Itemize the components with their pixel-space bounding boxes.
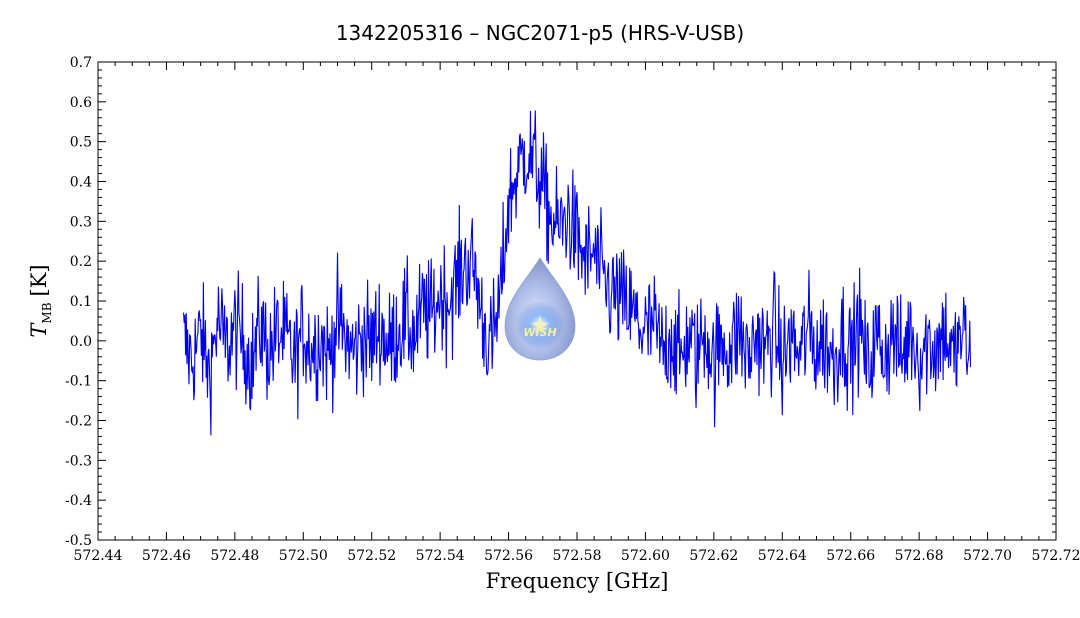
y-tick-label: 0.0	[70, 334, 92, 350]
x-tick-label: 572.58	[553, 548, 602, 564]
y-axis-label-sub: MB	[40, 302, 54, 323]
x-tick-label: 572.54	[416, 548, 465, 564]
x-tick-label: 572.56	[484, 548, 533, 564]
x-axis: 572.44 572.46 572.48 572.50 572.52 572.54 572.…	[74, 62, 1080, 564]
y-tick-label: 0.6	[70, 95, 92, 111]
svg-text:TMB[K]: TMB [K]	[27, 264, 54, 337]
y-tick-label: -0.4	[65, 493, 92, 509]
x-tick-label: 572.44	[74, 548, 123, 564]
y-axis-label-unit: [K]	[27, 264, 51, 296]
y-tick-label: 0.4	[70, 175, 92, 191]
y-tick-label: 0.5	[70, 135, 92, 151]
y-tick-label: 0.1	[70, 294, 92, 310]
x-tick-label: 572.48	[210, 548, 259, 564]
y-tick-label: -0.2	[65, 414, 92, 430]
x-tick-label: 572.70	[963, 548, 1012, 564]
y-axis: 0.7 0.6 0.5 0.4 0.3 0.2 0.1 0.0 -0.1 -0.2 -0.3 -0.4…	[65, 55, 1056, 549]
x-tick-label: 572.64	[758, 548, 807, 564]
x-tick-label: 572.66	[826, 548, 875, 564]
x-tick-label: 572.46	[142, 548, 191, 564]
y-tick-label: -0.3	[65, 453, 92, 469]
chart-title: 1342205316 – NGC2071-p5 (HRS-V-USB)	[336, 21, 744, 45]
y-tick-label: -0.1	[65, 374, 92, 390]
x-tick-label: 572.52	[347, 548, 396, 564]
svg-text:WISH: WISH	[523, 326, 556, 339]
x-axis-label: Frequency [GHz]	[486, 569, 669, 593]
y-tick-label: 0.7	[70, 55, 92, 71]
x-tick-label: 572.62	[689, 548, 738, 564]
x-tick-label: 572.50	[279, 548, 328, 564]
x-tick-label: 572.72	[1032, 548, 1080, 564]
wish-logo-icon: WISH	[504, 257, 576, 361]
y-tick-label: -0.5	[65, 533, 92, 549]
y-axis-label: TMB [K]	[27, 264, 54, 337]
y-tick-label: 0.2	[70, 254, 92, 270]
y-axis-label-main: T	[27, 322, 51, 338]
y-tick-label: 0.3	[70, 214, 92, 230]
spectrum-line	[182, 110, 972, 436]
x-tick-label: 572.68	[895, 548, 944, 564]
x-tick-label: 572.60	[621, 548, 670, 564]
